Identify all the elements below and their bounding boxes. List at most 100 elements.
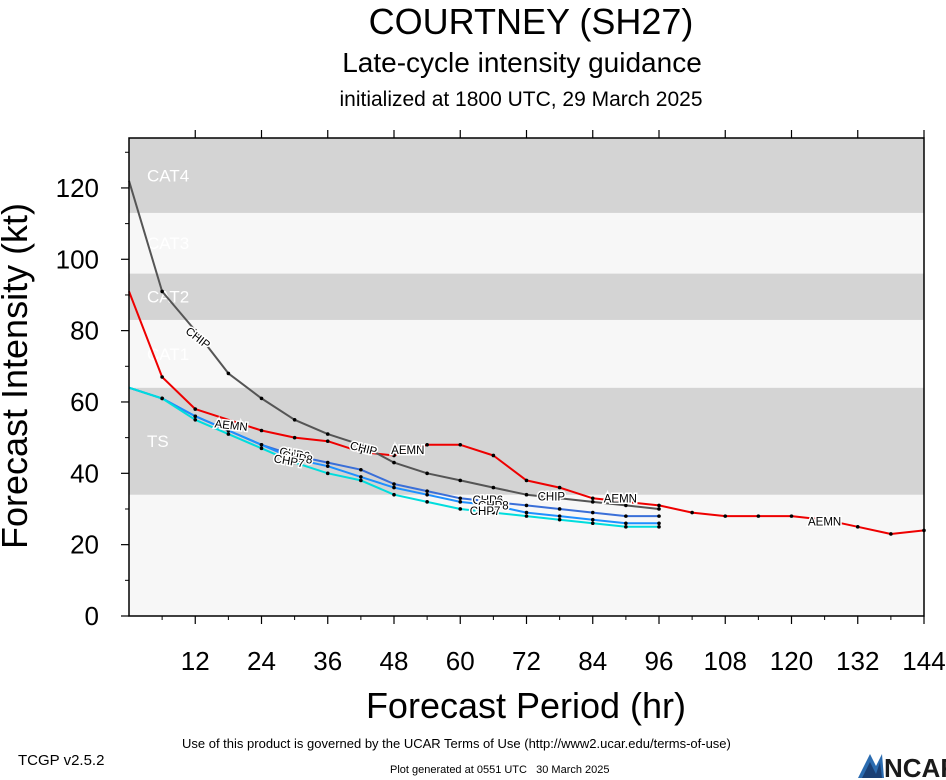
band-ts bbox=[129, 387, 924, 495]
series-point-chp7 bbox=[657, 525, 661, 529]
y-tick-label: 80 bbox=[70, 316, 99, 346]
x-tick-label: 72 bbox=[512, 646, 541, 676]
series-point-chp6 bbox=[392, 482, 396, 486]
series-point-chp6 bbox=[524, 503, 529, 508]
series-point-chp8 bbox=[425, 492, 429, 497]
x-axis-label: Forecast Period (hr) bbox=[366, 685, 686, 726]
series-point-chp8 bbox=[259, 442, 264, 447]
series-label-aemn: AEMN bbox=[808, 516, 841, 528]
series-point-chip bbox=[425, 471, 429, 476]
series-point-aemn bbox=[392, 453, 396, 458]
series-label-aemn: AEMN bbox=[214, 418, 248, 433]
axes: 12 24 36 48 60 72 84 96 108 120 132 144 0 20 40 60 80 100… bbox=[56, 130, 946, 676]
series-point-chp8 bbox=[292, 457, 297, 461]
series-point-chp7 bbox=[292, 460, 297, 465]
series-point-chp7 bbox=[259, 446, 264, 451]
series-point-aemn bbox=[789, 514, 794, 518]
x-tick-label: 24 bbox=[247, 646, 276, 676]
series-point-chip bbox=[590, 500, 595, 504]
series-point-aemn bbox=[491, 453, 496, 458]
series-point-chp7 bbox=[458, 507, 463, 511]
band-label-ts: TS bbox=[147, 432, 169, 451]
footer-version: TCGP v2.5.2 bbox=[18, 752, 105, 769]
series-point-aemn bbox=[359, 450, 363, 454]
series-point-chp6 bbox=[590, 510, 595, 515]
band-label-cat3: CAT3 bbox=[147, 234, 189, 253]
x-tick-label: 48 bbox=[380, 646, 409, 676]
series-point-aemn bbox=[657, 503, 661, 508]
series-point-chip bbox=[193, 328, 198, 333]
series-point-aemn bbox=[855, 525, 860, 529]
series-point-aemn bbox=[590, 496, 595, 501]
series-point-aemn bbox=[259, 428, 264, 433]
footer-terms[interactable]: Use of this product is governed by the U… bbox=[182, 736, 731, 751]
series-point-chp8 bbox=[624, 521, 628, 526]
y-tick-label: 0 bbox=[85, 601, 99, 631]
series-point-chp6 bbox=[458, 496, 463, 501]
series-point-aemn bbox=[557, 485, 562, 490]
series-point-chp6 bbox=[425, 489, 429, 493]
series-point-chip bbox=[624, 503, 628, 508]
y-tick-label: 100 bbox=[56, 244, 99, 274]
band-cat1 bbox=[129, 319, 924, 388]
x-tick-label: 36 bbox=[313, 646, 342, 676]
series-label-aemn: AEMN bbox=[391, 445, 424, 457]
x-tick-label: 108 bbox=[704, 646, 747, 676]
chart-title: COURTNEY (SH27) bbox=[369, 1, 694, 42]
x-tick-label: 12 bbox=[181, 646, 210, 676]
x-tick-label: 84 bbox=[578, 646, 607, 676]
series-point-chp8 bbox=[392, 485, 396, 490]
series-point-chip bbox=[325, 432, 330, 436]
band-cat2 bbox=[129, 273, 924, 320]
series-line-aemn bbox=[128, 291, 925, 535]
ncar-logo-mark bbox=[858, 754, 884, 778]
series-point-chp7 bbox=[359, 478, 363, 483]
series-point-aemn bbox=[822, 517, 827, 522]
y-tick-label: 60 bbox=[70, 387, 99, 417]
y-tick-label: 40 bbox=[70, 458, 99, 488]
series-point-aemn bbox=[292, 435, 297, 440]
series-point-chp6 bbox=[557, 507, 562, 511]
series-point-aemn bbox=[325, 439, 330, 444]
series-lines bbox=[128, 180, 926, 536]
y-axis-label: Forecast Intensity (kt) bbox=[0, 203, 35, 549]
x-tick-label: 144 bbox=[902, 646, 945, 676]
series-point-chp8 bbox=[325, 464, 330, 468]
ncar-logo: NCAR bbox=[858, 753, 946, 780]
series-point-chp7 bbox=[392, 492, 396, 497]
series-point-aemn bbox=[624, 500, 628, 504]
series-point-aemn bbox=[524, 478, 529, 483]
series-point-chp7 bbox=[557, 517, 562, 522]
series-point-chp7 bbox=[160, 396, 164, 401]
series-point-chip bbox=[491, 485, 496, 490]
series-point-chip bbox=[657, 507, 661, 511]
series-point-aemn bbox=[458, 442, 463, 447]
series-point-chp8 bbox=[524, 510, 529, 515]
series-point-chp6 bbox=[624, 514, 628, 518]
y-tick-label: 120 bbox=[56, 173, 99, 203]
series-point-chp8 bbox=[491, 503, 496, 508]
series-point-chp8 bbox=[657, 521, 661, 526]
series-point-aemn bbox=[160, 375, 164, 379]
series-point-chp8 bbox=[590, 517, 595, 522]
ncar-logo-text: NCAR bbox=[884, 753, 946, 780]
series-point-chp6 bbox=[292, 453, 297, 458]
series-point-chp8 bbox=[557, 514, 562, 518]
series-point-chip bbox=[359, 442, 363, 447]
band-cat3 bbox=[129, 212, 924, 274]
series-point-chip bbox=[392, 460, 396, 465]
x-tick-label: 120 bbox=[770, 646, 813, 676]
series-point-chp8 bbox=[226, 428, 231, 433]
series-point-chip bbox=[259, 396, 264, 401]
series-point-aemn bbox=[690, 510, 694, 515]
series-point-chp7 bbox=[193, 418, 198, 422]
series-point-chp7 bbox=[624, 525, 628, 529]
series-point-chp6 bbox=[491, 500, 496, 504]
series-point-chip bbox=[557, 496, 562, 501]
series-point-chip bbox=[524, 492, 529, 497]
band-cat4 bbox=[129, 138, 924, 213]
series-point-aemn bbox=[756, 514, 761, 518]
series-point-chp8 bbox=[359, 475, 363, 479]
series-point-chp8 bbox=[193, 414, 198, 419]
